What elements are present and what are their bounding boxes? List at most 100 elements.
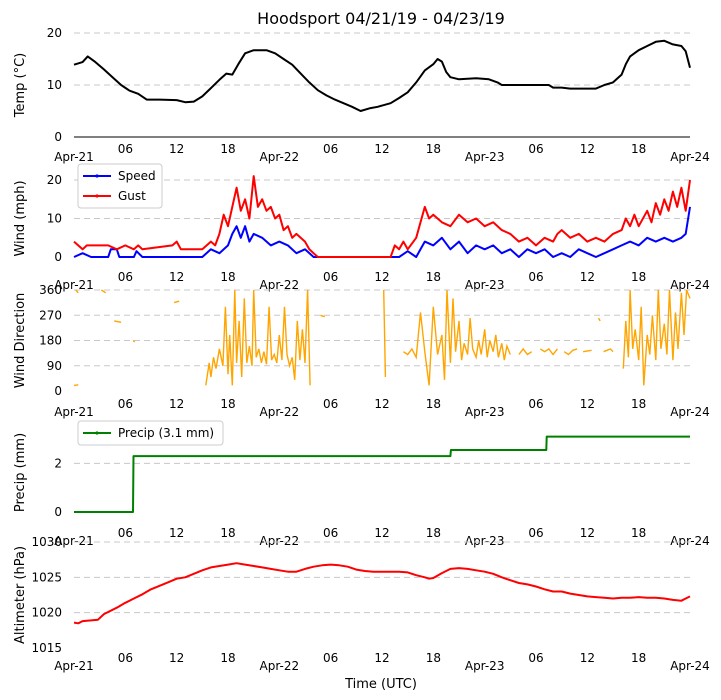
direction-x-tick-label: Apr-23 bbox=[465, 405, 505, 419]
precip-x-tick-label: 18 bbox=[631, 526, 646, 540]
precip-x-tick-label: 12 bbox=[169, 526, 184, 540]
altimeter-y-tick-label: 1025 bbox=[31, 570, 62, 584]
wind-x-tick-label: 18 bbox=[426, 270, 441, 284]
wind-x-tick-label: 12 bbox=[580, 270, 595, 284]
temp-x-tick-label: 06 bbox=[118, 142, 133, 156]
precip-x-tick-label: 06 bbox=[528, 526, 543, 540]
altimeter-y-tick-label: 1015 bbox=[31, 641, 62, 655]
direction-y-tick-label: 360 bbox=[39, 283, 62, 297]
precip-x-tick-label: Apr-23 bbox=[465, 534, 505, 548]
wind-y-tick-label: 20 bbox=[47, 173, 62, 187]
direction-series-segment bbox=[603, 348, 614, 353]
wind-x-tick-label: Apr-24 bbox=[670, 278, 710, 292]
precip-x-tick-label: Apr-21 bbox=[54, 534, 94, 548]
direction-series-segment bbox=[132, 339, 136, 343]
precip-legend-box bbox=[77, 420, 224, 446]
temp-y-tick-label: 20 bbox=[47, 26, 62, 40]
direction-x-tick-label: 18 bbox=[631, 397, 646, 411]
direction-series-segment bbox=[518, 347, 533, 356]
precip-x-tick-label: Apr-24 bbox=[670, 534, 710, 548]
wind-x-tick-label: 12 bbox=[169, 270, 184, 284]
altimeter-x-tick-label: 18 bbox=[631, 651, 646, 665]
precip-x-tick-label: Apr-22 bbox=[260, 534, 300, 548]
altimeter-x-tick-label: 06 bbox=[323, 651, 338, 665]
direction-y-axis-label: Wind Direction bbox=[13, 293, 28, 389]
direction-y-tick-label: 0 bbox=[54, 384, 62, 398]
direction-series-segment bbox=[173, 300, 180, 304]
precip-x-tick-label: 06 bbox=[323, 526, 338, 540]
precip-x-tick-label: 12 bbox=[374, 526, 389, 540]
direction-series-segment bbox=[383, 289, 387, 378]
precip-legend-label: Precip (3.1 mm) bbox=[118, 426, 214, 440]
altimeter-y-axis-label: Altimeter (hPa) bbox=[13, 546, 28, 644]
wind-series-gust bbox=[73, 175, 691, 258]
direction-y-tick-label: 90 bbox=[47, 359, 62, 373]
altimeter-x-tick-label: Apr-23 bbox=[465, 659, 505, 673]
temp-y-tick-label: 10 bbox=[47, 78, 62, 92]
temp-x-tick-label: 06 bbox=[528, 142, 543, 156]
altimeter-x-tick-label: Apr-22 bbox=[260, 659, 300, 673]
altimeter-y-tick-label: 1020 bbox=[31, 606, 62, 620]
wind-y-tick-label: 0 bbox=[54, 250, 62, 264]
direction-y-tick-label: 180 bbox=[39, 334, 62, 348]
direction-x-tick-label: 18 bbox=[220, 397, 235, 411]
precip-y-tick-label: 0 bbox=[54, 505, 62, 519]
direction-x-tick-label: 06 bbox=[528, 397, 543, 411]
direction-series-segment bbox=[403, 289, 511, 386]
wind-x-tick-label: Apr-22 bbox=[260, 278, 300, 292]
direction-x-tick-label: Apr-24 bbox=[670, 405, 710, 419]
temp-x-tick-label: Apr-22 bbox=[260, 150, 300, 164]
direction-x-tick-label: 12 bbox=[169, 397, 184, 411]
direction-series-segment bbox=[114, 320, 122, 323]
direction-series-segment bbox=[205, 289, 311, 386]
temp-x-tick-label: Apr-21 bbox=[54, 150, 94, 164]
chart-title: Hoodsport 04/21/19 - 04/23/19 bbox=[257, 9, 505, 28]
altimeter-x-tick-label: Apr-21 bbox=[54, 659, 94, 673]
direction-x-tick-label: 12 bbox=[580, 397, 595, 411]
wind-panel: 0 10 20 Wind (mph) Apr-21 06 12 18 Apr-22 06 12 18 A… bbox=[13, 163, 710, 292]
altimeter-x-tick-label: Apr-24 bbox=[670, 659, 710, 673]
direction-x-tick-label: 06 bbox=[118, 397, 133, 411]
altimeter-x-tick-label: 18 bbox=[220, 651, 235, 665]
precip-series-precip-3-1-mm bbox=[74, 435, 690, 513]
precip-legend: Precip (3.1 mm) bbox=[77, 420, 224, 446]
wind-x-tick-label: Apr-21 bbox=[54, 278, 94, 292]
wind-x-tick-label: Apr-23 bbox=[465, 278, 505, 292]
direction-series-segment bbox=[622, 289, 691, 386]
altimeter-x-tick-label: 06 bbox=[528, 651, 543, 665]
wind-legend-marker bbox=[95, 194, 99, 198]
altimeter-x-tick-label: 12 bbox=[374, 651, 389, 665]
direction-y-tick-label: 270 bbox=[39, 308, 62, 322]
direction-series-segment bbox=[597, 317, 601, 322]
direction-series-segment bbox=[320, 314, 325, 318]
wind-x-tick-label: 12 bbox=[374, 270, 389, 284]
direction-series-segment bbox=[563, 348, 578, 356]
precip-legend-marker bbox=[95, 431, 99, 435]
altimeter-series-altimeter bbox=[73, 562, 691, 625]
wind-y-axis-label: Wind (mph) bbox=[13, 180, 28, 256]
temp-x-tick-label: 12 bbox=[580, 142, 595, 156]
temp-x-tick-label: Apr-23 bbox=[465, 150, 505, 164]
temp-x-tick-label: Apr-24 bbox=[670, 150, 710, 164]
temp-x-tick-label: 12 bbox=[169, 142, 184, 156]
x-axis-label: Time (UTC) bbox=[344, 677, 417, 692]
precip-x-tick-label: 18 bbox=[426, 526, 441, 540]
wind-legend: Speed Gust bbox=[77, 163, 163, 209]
precip-panel: 0 2 Precip (mm) Apr-21 06 12 18 Apr-22 06 12 18 Apr… bbox=[13, 420, 710, 548]
wind-x-tick-label: 06 bbox=[323, 270, 338, 284]
temp-y-tick-label: 0 bbox=[54, 130, 62, 144]
precip-x-tick-label: 06 bbox=[118, 526, 133, 540]
direction-x-tick-label: 06 bbox=[323, 397, 338, 411]
temp-x-tick-label: 06 bbox=[323, 142, 338, 156]
direction-series-segment bbox=[101, 289, 107, 294]
wind-y-tick-label: 10 bbox=[47, 212, 62, 226]
wind-x-tick-label: 06 bbox=[528, 270, 543, 284]
direction-series-segment bbox=[582, 349, 592, 353]
altimeter-x-tick-label: 12 bbox=[580, 651, 595, 665]
precip-x-tick-label: 12 bbox=[580, 526, 595, 540]
wind-legend-label: Gust bbox=[118, 189, 146, 203]
altimeter-x-tick-label: 12 bbox=[169, 651, 184, 665]
wind-x-tick-label: 18 bbox=[220, 270, 235, 284]
direction-panel: 0 90 180 270 360 Wind Direction Apr-21 06 12 18 Ap… bbox=[13, 283, 710, 419]
